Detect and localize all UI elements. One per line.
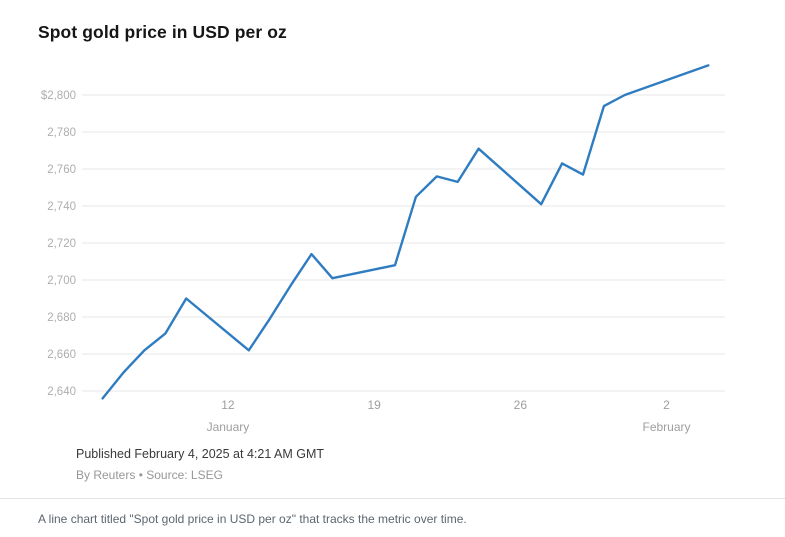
chart-caption: A line chart titled "Spot gold price in … [38, 512, 467, 526]
y-axis-label: 2,680 [47, 312, 76, 324]
y-axis-label: 2,760 [47, 164, 76, 176]
byline-source: By Reuters • Source: LSEG [76, 468, 223, 482]
y-axis-label: 2,640 [47, 386, 76, 398]
y-axis-label: 2,660 [47, 349, 76, 361]
x-axis-label: 19 [367, 398, 381, 412]
line-chart: 2,640 2,660 2,680 2,700 2,720 2,740 2,760 2,780… [41, 64, 725, 434]
caption-bar: A line chart titled "Spot gold price in … [0, 498, 785, 526]
y-axis-label: 2,740 [47, 201, 76, 213]
y-axis-label: 2,700 [47, 275, 76, 287]
y-axis-label: $2,800 [41, 90, 76, 102]
page-title: Spot gold price in USD per oz [38, 22, 287, 42]
x-axis-month-label: January [207, 420, 250, 434]
y-axis-label: 2,720 [47, 238, 76, 250]
x-axis-label: 26 [514, 398, 528, 412]
price-line [101, 64, 710, 400]
x-axis-label: 2 [663, 398, 670, 412]
y-axis-label: 2,780 [47, 127, 76, 139]
published-date: Published February 4, 2025 at 4:21 AM GM… [76, 447, 325, 461]
x-axis-month-label: February [643, 420, 691, 434]
chart-area: 2,640 2,660 2,680 2,700 2,720 2,740 2,760 2,780… [38, 51, 785, 443]
chart-footer: Published February 4, 2025 at 4:21 AM GM… [38, 447, 785, 482]
article: Spot gold price in USD per oz 2,640 2,660… [38, 22, 785, 482]
x-axis-label: 12 [221, 398, 235, 412]
